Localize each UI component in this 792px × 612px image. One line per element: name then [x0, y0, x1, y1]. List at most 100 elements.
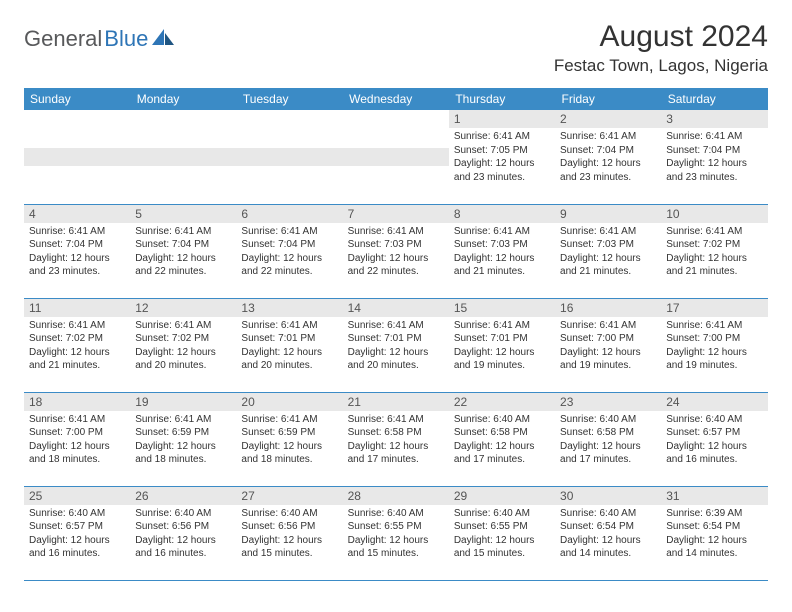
sunrise-line: Sunrise: 6:41 AM	[666, 130, 762, 144]
day-content: Sunrise: 6:41 AMSunset: 7:04 PMDaylight:…	[24, 223, 130, 283]
daylight-line-1: Daylight: 12 hours	[454, 252, 550, 266]
day-cell: 1Sunrise: 6:41 AMSunset: 7:05 PMDaylight…	[449, 110, 555, 204]
daylight-line-1: Daylight: 12 hours	[666, 346, 762, 360]
day-content: Sunrise: 6:41 AMSunset: 7:01 PMDaylight:…	[343, 317, 449, 377]
day-number: 6	[236, 205, 342, 223]
empty-day-num	[343, 148, 449, 166]
sunrise-line: Sunrise: 6:41 AM	[135, 319, 231, 333]
day-content: Sunrise: 6:41 AMSunset: 6:59 PMDaylight:…	[236, 411, 342, 471]
day-content: Sunrise: 6:40 AMSunset: 6:56 PMDaylight:…	[130, 505, 236, 565]
day-content: Sunrise: 6:41 AMSunset: 7:03 PMDaylight:…	[449, 223, 555, 283]
day-content: Sunrise: 6:40 AMSunset: 6:55 PMDaylight:…	[343, 505, 449, 565]
sunrise-line: Sunrise: 6:41 AM	[560, 130, 656, 144]
logo-sail-icon	[152, 29, 174, 45]
day-number: 21	[343, 393, 449, 411]
sunset-line: Sunset: 7:02 PM	[666, 238, 762, 252]
day-cell: 22Sunrise: 6:40 AMSunset: 6:58 PMDayligh…	[449, 392, 555, 486]
day-number: 1	[449, 110, 555, 128]
daylight-line-1: Daylight: 12 hours	[135, 252, 231, 266]
sunrise-line: Sunrise: 6:41 AM	[348, 413, 444, 427]
sunrise-line: Sunrise: 6:41 AM	[348, 319, 444, 333]
day-cell: 27Sunrise: 6:40 AMSunset: 6:56 PMDayligh…	[236, 486, 342, 580]
empty-day-cell	[24, 110, 130, 204]
day-number: 17	[661, 299, 767, 317]
sunset-line: Sunset: 6:58 PM	[454, 426, 550, 440]
sunrise-line: Sunrise: 6:40 AM	[135, 507, 231, 521]
daylight-line-1: Daylight: 12 hours	[666, 252, 762, 266]
empty-day-num	[236, 148, 342, 166]
day-cell: 7Sunrise: 6:41 AMSunset: 7:03 PMDaylight…	[343, 204, 449, 298]
daylight-line-1: Daylight: 12 hours	[454, 157, 550, 171]
day-number: 25	[24, 487, 130, 505]
sunrise-line: Sunrise: 6:41 AM	[241, 319, 337, 333]
day-number: 18	[24, 393, 130, 411]
sunset-line: Sunset: 6:57 PM	[29, 520, 125, 534]
sunset-line: Sunset: 7:02 PM	[29, 332, 125, 346]
sunset-line: Sunset: 7:04 PM	[135, 238, 231, 252]
sunrise-line: Sunrise: 6:41 AM	[560, 225, 656, 239]
daylight-line-1: Daylight: 12 hours	[241, 440, 337, 454]
day-number: 26	[130, 487, 236, 505]
day-cell: 19Sunrise: 6:41 AMSunset: 6:59 PMDayligh…	[130, 392, 236, 486]
day-content: Sunrise: 6:40 AMSunset: 6:54 PMDaylight:…	[555, 505, 661, 565]
day-cell: 2Sunrise: 6:41 AMSunset: 7:04 PMDaylight…	[555, 110, 661, 204]
day-number: 9	[555, 205, 661, 223]
day-content: Sunrise: 6:39 AMSunset: 6:54 PMDaylight:…	[661, 505, 767, 565]
day-content: Sunrise: 6:40 AMSunset: 6:57 PMDaylight:…	[24, 505, 130, 565]
daylight-line-1: Daylight: 12 hours	[560, 440, 656, 454]
sunset-line: Sunset: 6:59 PM	[241, 426, 337, 440]
sunset-line: Sunset: 7:04 PM	[29, 238, 125, 252]
daylight-line-2: and 23 minutes.	[560, 171, 656, 185]
day-content: Sunrise: 6:40 AMSunset: 6:55 PMDaylight:…	[449, 505, 555, 565]
sunrise-line: Sunrise: 6:41 AM	[454, 225, 550, 239]
day-cell: 13Sunrise: 6:41 AMSunset: 7:01 PMDayligh…	[236, 298, 342, 392]
sunrise-line: Sunrise: 6:41 AM	[29, 319, 125, 333]
daylight-line-1: Daylight: 12 hours	[348, 252, 444, 266]
day-cell: 10 Sunrise: 6:41 AMSunset: 7:02 PMDayligh…	[661, 204, 767, 298]
day-content: Sunrise: 6:40 AMSunset: 6:56 PMDaylight:…	[236, 505, 342, 565]
daylight-line-2: and 14 minutes.	[560, 547, 656, 561]
day-content: Sunrise: 6:41 AMSunset: 7:01 PMDaylight:…	[236, 317, 342, 377]
col-wednesday: Wednesday	[343, 88, 449, 110]
daylight-line-2: and 19 minutes.	[560, 359, 656, 373]
day-number: 19	[130, 393, 236, 411]
day-cell: 12Sunrise: 6:41 AMSunset: 7:02 PMDayligh…	[130, 298, 236, 392]
day-content: Sunrise: 6:41 AMSunset: 7:03 PMDaylight:…	[555, 223, 661, 283]
sunrise-line: Sunrise: 6:41 AM	[666, 225, 762, 239]
daylight-line-2: and 22 minutes.	[241, 265, 337, 279]
day-cell: 20Sunrise: 6:41 AMSunset: 6:59 PMDayligh…	[236, 392, 342, 486]
daylight-line-1: Daylight: 12 hours	[454, 534, 550, 548]
sunset-line: Sunset: 7:04 PM	[666, 144, 762, 158]
sunset-line: Sunset: 6:55 PM	[348, 520, 444, 534]
day-content: Sunrise: 6:41 AMSunset: 6:59 PMDaylight:…	[130, 411, 236, 471]
daylight-line-1: Daylight: 12 hours	[560, 534, 656, 548]
daylight-line-1: Daylight: 12 hours	[241, 346, 337, 360]
day-header-row: Sunday Monday Tuesday Wednesday Thursday…	[24, 88, 768, 110]
location-label: Festac Town, Lagos, Nigeria	[554, 56, 768, 76]
day-number: 20	[236, 393, 342, 411]
calendar-week-row: 18Sunrise: 6:41 AMSunset: 7:00 PMDayligh…	[24, 392, 768, 486]
day-number: 15	[449, 299, 555, 317]
sunset-line: Sunset: 7:01 PM	[241, 332, 337, 346]
day-content: Sunrise: 6:41 AMSunset: 7:05 PMDaylight:…	[449, 128, 555, 188]
sunrise-line: Sunrise: 6:41 AM	[454, 319, 550, 333]
sunset-line: Sunset: 6:54 PM	[666, 520, 762, 534]
calendar-week-row: 25Sunrise: 6:40 AMSunset: 6:57 PMDayligh…	[24, 486, 768, 580]
daylight-line-1: Daylight: 12 hours	[241, 534, 337, 548]
sunset-line: Sunset: 7:01 PM	[348, 332, 444, 346]
empty-day-cell	[236, 110, 342, 204]
daylight-line-1: Daylight: 12 hours	[241, 252, 337, 266]
header-right: August 2024 Festac Town, Lagos, Nigeria	[554, 20, 768, 76]
daylight-line-1: Daylight: 12 hours	[454, 346, 550, 360]
day-content: Sunrise: 6:40 AMSunset: 6:58 PMDaylight:…	[555, 411, 661, 471]
calendar-week-row: 1Sunrise: 6:41 AMSunset: 7:05 PMDaylight…	[24, 110, 768, 204]
sunrise-line: Sunrise: 6:40 AM	[348, 507, 444, 521]
sunset-line: Sunset: 6:58 PM	[560, 426, 656, 440]
sunset-line: Sunset: 6:57 PM	[666, 426, 762, 440]
day-number: 28	[343, 487, 449, 505]
sunrise-line: Sunrise: 6:40 AM	[454, 413, 550, 427]
day-cell: 25Sunrise: 6:40 AMSunset: 6:57 PMDayligh…	[24, 486, 130, 580]
day-number: 10	[661, 205, 767, 223]
daylight-line-2: and 18 minutes.	[135, 453, 231, 467]
day-cell: 6Sunrise: 6:41 AMSunset: 7:04 PMDaylight…	[236, 204, 342, 298]
